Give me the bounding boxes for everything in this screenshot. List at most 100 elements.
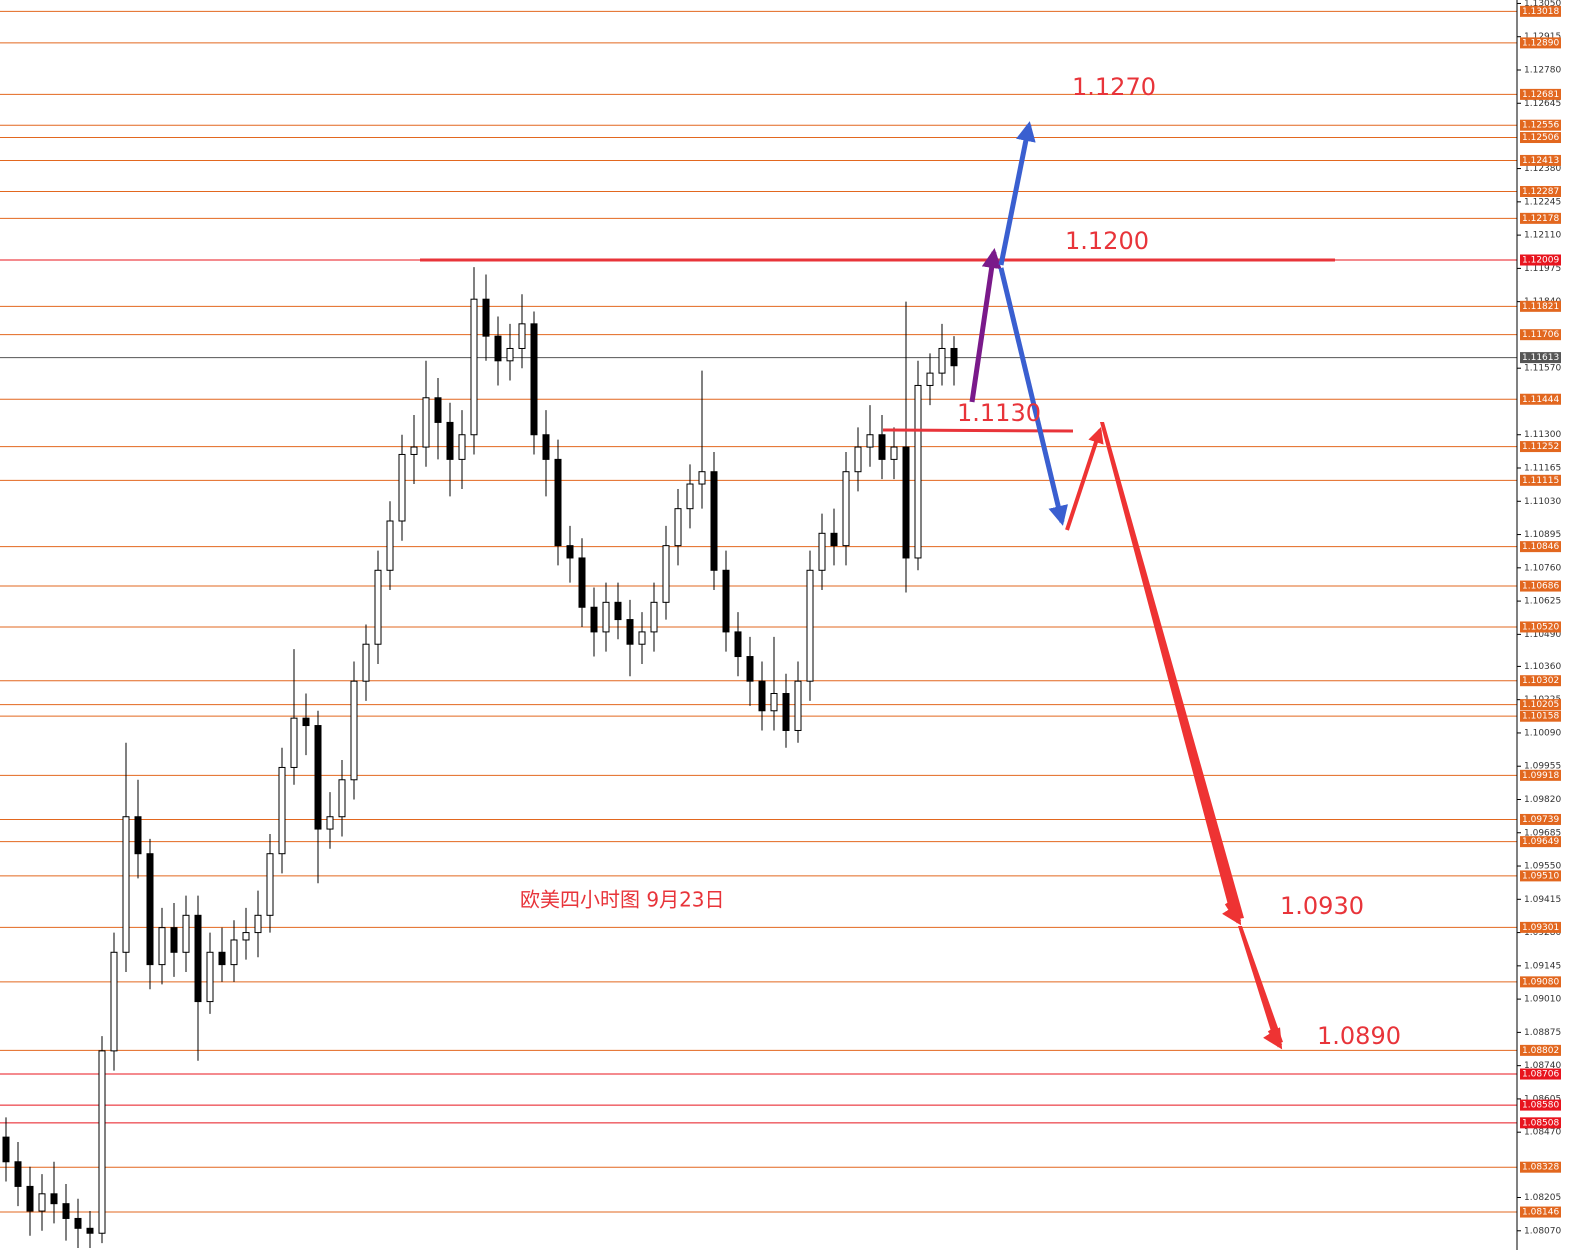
y-tick-label: 1.12645 [1524, 99, 1561, 109]
candle-body [38, 1193, 46, 1212]
candle-body [746, 656, 754, 682]
level-label-box [1520, 541, 1561, 553]
candle-body [278, 766, 286, 855]
candle-body [554, 458, 562, 547]
level-label: 1.09918 [1522, 771, 1559, 781]
y-tick-label: 1.08470 [1524, 1128, 1561, 1138]
candle-body [242, 932, 250, 941]
candle-body [506, 347, 514, 362]
red-down-arrow-2 [1238, 926, 1283, 1044]
level-label: 1.12009 [1522, 256, 1559, 266]
level-label: 1.08328 [1522, 1163, 1559, 1173]
target-label: 1.1200 [1065, 227, 1149, 255]
level-label: 1.12506 [1522, 133, 1559, 143]
level-label: 1.13018 [1522, 7, 1559, 17]
candle-body [866, 434, 874, 448]
level-label-box [1520, 621, 1561, 633]
candle-body [818, 532, 826, 571]
candle-body [626, 619, 634, 645]
y-tick-label: 1.10360 [1524, 662, 1561, 672]
candle-body [494, 335, 502, 362]
candle-body [434, 397, 442, 423]
level-label: 1.08146 [1522, 1208, 1559, 1218]
level-label: 1.12413 [1522, 156, 1559, 166]
candle-body [14, 1161, 22, 1187]
candle-body [854, 446, 862, 473]
candle-body [110, 951, 118, 1052]
level-label: 1.09301 [1522, 923, 1559, 933]
level-label-box [1520, 185, 1561, 197]
blue-down-arrow [998, 267, 1068, 526]
candle-body [134, 816, 142, 855]
level-label-box [1520, 393, 1561, 405]
y-tick-label: 1.12110 [1524, 231, 1561, 241]
level-label: 1.11444 [1522, 395, 1559, 405]
candle-body [662, 545, 670, 603]
level-label-box [1520, 212, 1561, 224]
candle-body [170, 927, 178, 953]
candle-body [326, 816, 334, 830]
candle-body [338, 779, 346, 818]
level-label: 1.11613 [1522, 353, 1559, 363]
candle-body [914, 384, 922, 559]
y-tick-label: 1.09685 [1524, 828, 1561, 838]
level-label-box [1520, 1068, 1561, 1080]
candle-body [530, 323, 538, 436]
level-label: 1.09510 [1522, 871, 1559, 881]
y-tick-label: 1.10625 [1524, 597, 1561, 607]
level-label: 1.10158 [1522, 712, 1559, 722]
y-tick-label: 1.10490 [1524, 630, 1561, 640]
level-label-box [1520, 1161, 1561, 1173]
y-tick-label: 1.08740 [1524, 1061, 1561, 1071]
level-label-box [1520, 769, 1561, 781]
candle-body [758, 680, 766, 712]
level-label-box [1520, 329, 1561, 341]
level-label-box [1520, 870, 1561, 882]
y-tick-label: 1.10090 [1524, 728, 1561, 738]
level-label-box [1520, 813, 1561, 825]
candle-body [362, 643, 370, 682]
candle-body [566, 545, 574, 559]
level-label-box [1520, 580, 1561, 592]
candle-body [446, 421, 454, 460]
level-label: 1.09080 [1522, 977, 1559, 987]
level-label: 1.12556 [1522, 121, 1559, 131]
candle-body [542, 434, 550, 460]
level-label: 1.12681 [1522, 90, 1559, 100]
level-label-box [1520, 699, 1561, 711]
y-tick-label: 1.08205 [1524, 1193, 1561, 1203]
candle-body [950, 347, 958, 367]
level-label: 1.12890 [1522, 38, 1559, 48]
level-label-box [1520, 441, 1561, 453]
level-label: 1.10520 [1522, 622, 1559, 632]
y-tick-label: 1.11975 [1524, 264, 1561, 274]
candle-body [770, 693, 778, 712]
candle-body [794, 680, 802, 731]
y-tick-label: 1.09955 [1524, 762, 1561, 772]
y-tick-label: 1.09280 [1524, 928, 1561, 938]
candle-body [686, 483, 694, 510]
target-label: 1.0930 [1280, 892, 1364, 920]
level-label-box [1520, 675, 1561, 687]
red-down-arrowhead-1 [1222, 901, 1242, 926]
y-tick-label: 1.11165 [1524, 464, 1561, 474]
level-label: 1.12178 [1522, 214, 1559, 224]
level-label-box [1520, 132, 1561, 144]
candle-body [314, 725, 322, 830]
candle-body [230, 939, 238, 966]
candle-body [26, 1185, 34, 1212]
level-label-box [1520, 5, 1561, 17]
support-line [882, 428, 1074, 433]
chart-caption: 欧美四小时图 9月23日 [520, 888, 725, 912]
target-label: 1.1130 [957, 399, 1041, 427]
candle-body [650, 601, 658, 633]
blue-up-arrow [998, 121, 1036, 266]
level-label-box [1520, 1099, 1561, 1111]
y-tick-label: 1.10895 [1524, 530, 1561, 540]
candle-body [182, 914, 190, 953]
candle-body [518, 323, 526, 349]
y-tick-label: 1.09010 [1524, 995, 1561, 1005]
level-label: 1.11252 [1522, 442, 1559, 452]
level-label-box [1520, 1206, 1561, 1218]
level-label-box [1520, 1044, 1561, 1056]
